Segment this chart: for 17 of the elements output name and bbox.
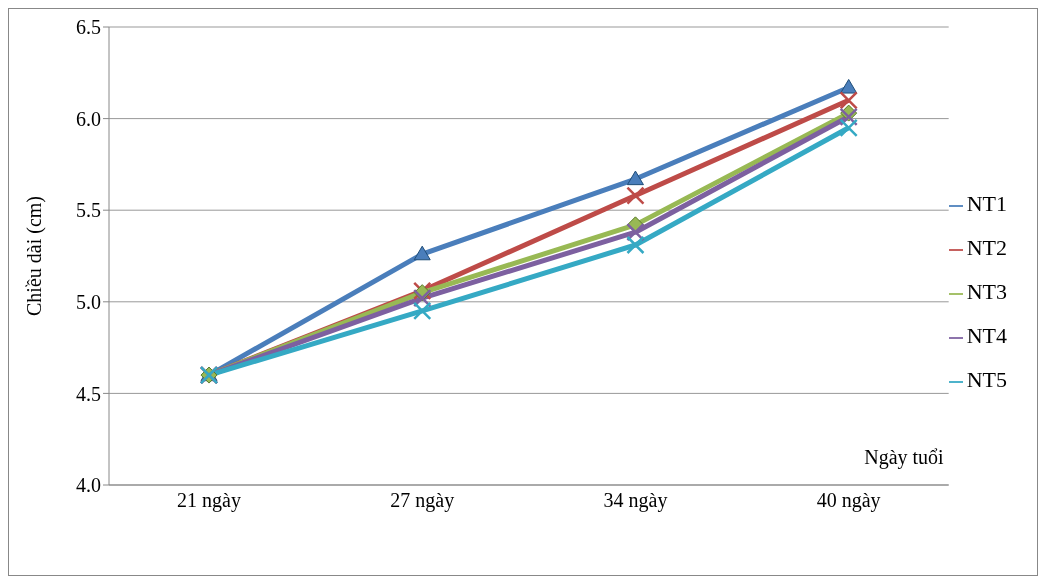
y-tick-label: 4.0 bbox=[76, 474, 101, 497]
legend-label: NT3 bbox=[966, 279, 1007, 304]
x-tick-label: 21 ngày bbox=[177, 489, 241, 513]
y-tick-label: 6.0 bbox=[76, 107, 101, 130]
x-tick-label: 40 ngày bbox=[816, 489, 881, 513]
y-tick-label: 6.5 bbox=[76, 16, 101, 39]
legend-label: NT2 bbox=[966, 235, 1007, 260]
legend-label: NT1 bbox=[966, 191, 1007, 216]
y-tick-label: 5.5 bbox=[76, 199, 101, 222]
x-tick-label: 34 ngày bbox=[603, 489, 668, 513]
y-tick-label: 5.0 bbox=[76, 290, 101, 313]
legend-label: NT4 bbox=[966, 323, 1007, 348]
y-tick-label: 4.5 bbox=[76, 382, 101, 405]
legend-label: NT5 bbox=[966, 367, 1007, 392]
x-tick-label: 27 ngày bbox=[390, 489, 455, 513]
y-axis-title: Chiều dài (cm) bbox=[23, 196, 47, 316]
x-axis-title: Ngày tuổi bbox=[864, 446, 945, 470]
